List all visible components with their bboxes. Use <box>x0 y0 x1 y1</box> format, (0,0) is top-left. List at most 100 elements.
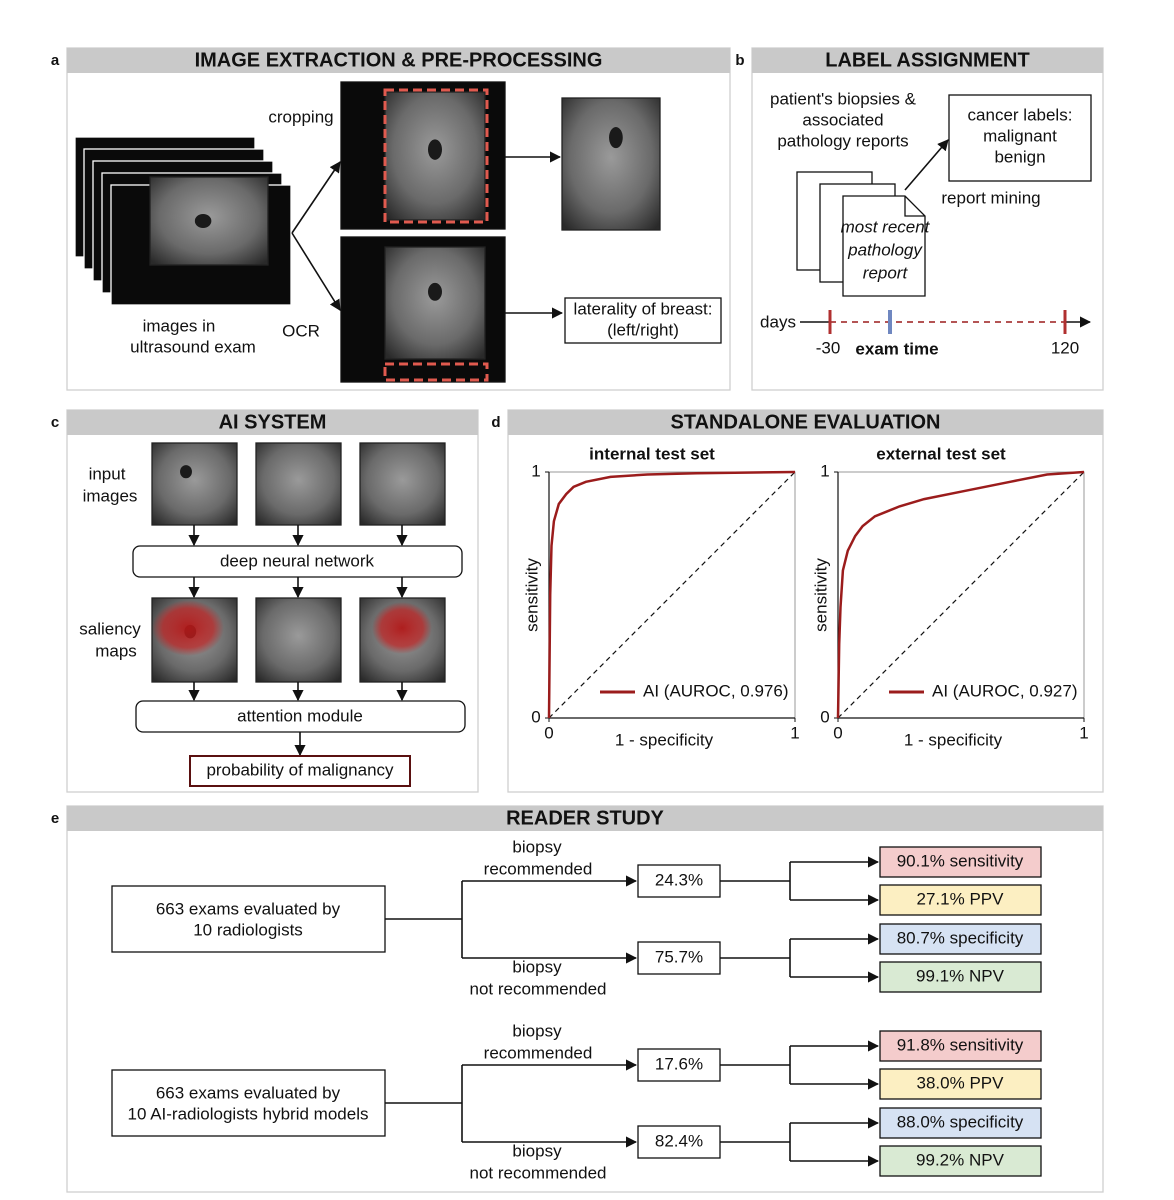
ultrasound-image <box>561 97 661 231</box>
lesion <box>428 139 442 160</box>
box-text: 663 exams evaluated by <box>156 899 341 918</box>
panel-title: READER STUDY <box>506 807 664 829</box>
y-axis-label: sensitivity <box>811 558 830 632</box>
chart-title: internal test set <box>589 444 715 463</box>
ultrasound-image <box>359 442 446 526</box>
chance-line <box>548 471 796 719</box>
outcome-text: 27.1% PPV <box>917 889 1005 908</box>
box-text: malignant <box>983 126 1057 145</box>
box-text: 82.4% <box>655 1131 703 1150</box>
branch-label: biopsy <box>512 1021 562 1040</box>
text: patient's biopsies & <box>770 89 917 108</box>
label: report mining <box>941 188 1040 207</box>
roc-curve <box>836 470 1085 719</box>
box-text: (left/right) <box>607 320 679 339</box>
label: OCR <box>282 321 320 340</box>
outcome-box <box>879 923 1042 955</box>
label: exam time <box>855 339 938 358</box>
arrow <box>291 161 341 234</box>
share-box <box>637 1125 721 1159</box>
outcome-text: 91.8% sensitivity <box>897 1035 1024 1054</box>
chance-line <box>837 471 1085 719</box>
ultrasound-image <box>255 442 342 526</box>
outcome-box <box>879 1030 1042 1062</box>
outcome-text: 88.0% specificity <box>897 1112 1024 1131</box>
branch-label: recommended <box>484 859 593 878</box>
box-text: 10 radiologists <box>193 920 303 939</box>
crop-box <box>383 88 489 224</box>
y-axis-label: sensitivity <box>522 558 541 632</box>
x-tick-label: 0 <box>833 723 842 742</box>
doc-text: most recent <box>841 217 931 236</box>
box-text: deep neural network <box>220 551 375 570</box>
label: saliency <box>79 619 141 638</box>
label: images <box>83 486 138 505</box>
panel-header <box>67 48 730 73</box>
text: associated <box>802 110 883 129</box>
outcome-text: 80.7% specificity <box>897 928 1024 947</box>
ultrasound-image <box>384 246 486 360</box>
doc-text: report <box>863 263 909 282</box>
chart-title: external test set <box>876 444 1006 463</box>
branch-label: biopsy <box>512 957 562 976</box>
lesion <box>609 127 623 149</box>
labels-box <box>948 94 1092 182</box>
outcome-box <box>879 1068 1042 1100</box>
arrow <box>904 139 949 191</box>
panel-title: AI SYSTEM <box>219 411 327 433</box>
label: maps <box>95 641 137 660</box>
branch-label: biopsy <box>512 837 562 856</box>
legend-label: AI (AUROC, 0.927) <box>932 681 1078 700</box>
box-text: 663 exams evaluated by <box>156 1083 341 1102</box>
caption: ultrasound exam <box>130 337 256 356</box>
share-box <box>637 1048 721 1082</box>
y-tick-label: 1 <box>531 461 540 480</box>
lesion <box>194 213 212 229</box>
doc-text: pathology <box>847 240 923 259</box>
label: cropping <box>268 107 333 126</box>
x-axis-label: 1 - specificity <box>904 730 1003 749</box>
source-box <box>111 885 386 953</box>
ultrasound-image <box>255 597 342 683</box>
outcome-text: 38.0% PPV <box>917 1073 1005 1092</box>
box-text: probability of malignancy <box>206 760 394 779</box>
x-tick-label: 1 <box>790 723 799 742</box>
lesion <box>180 465 192 479</box>
x-tick-label: 1 <box>1079 723 1088 742</box>
panel-letter: d <box>491 414 500 431</box>
box-text: 17.6% <box>655 1054 703 1073</box>
arrow <box>291 232 341 311</box>
outcome-box <box>879 1145 1042 1177</box>
y-tick-label: 0 <box>820 707 829 726</box>
x-axis-label: 1 - specificity <box>615 730 714 749</box>
branch-label: biopsy <box>512 1141 562 1160</box>
panel-header <box>67 806 1103 831</box>
panel-letter: e <box>51 810 59 827</box>
outcome-text: 99.2% NPV <box>916 1150 1005 1169</box>
text: pathology reports <box>777 131 908 150</box>
box-text: 75.7% <box>655 947 703 966</box>
panel-letter: a <box>51 52 60 69</box>
panel-title: LABEL ASSIGNMENT <box>825 49 1029 71</box>
outcome-box <box>879 1107 1042 1139</box>
box-text: laterality of breast: <box>574 299 713 318</box>
branch-label: not recommended <box>469 979 606 998</box>
y-tick-label: 1 <box>820 461 829 480</box>
output-box <box>189 755 411 787</box>
y-tick-label: 0 <box>531 707 540 726</box>
caption: images in <box>143 316 216 335</box>
box-text: cancer labels: <box>968 105 1073 124</box>
outcome-text: 90.1% sensitivity <box>897 851 1024 870</box>
label: 120 <box>1051 338 1079 357</box>
box-text: attention module <box>237 706 363 725</box>
panel-title: IMAGE EXTRACTION & PRE-PROCESSING <box>195 49 603 71</box>
panel-header <box>67 410 478 435</box>
lesion <box>428 282 442 301</box>
saliency <box>152 600 224 656</box>
panel-title: STANDALONE EVALUATION <box>671 411 941 433</box>
box-text: benign <box>994 147 1045 166</box>
outcome-box <box>879 846 1042 878</box>
network-box <box>132 545 463 578</box>
saliency <box>372 602 432 654</box>
